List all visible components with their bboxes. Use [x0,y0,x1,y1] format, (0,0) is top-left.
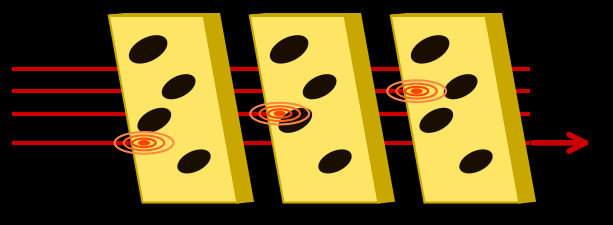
Ellipse shape [444,74,478,99]
Ellipse shape [303,74,337,99]
Ellipse shape [177,149,211,173]
Ellipse shape [278,108,312,133]
Polygon shape [204,14,253,202]
Circle shape [414,90,420,92]
Polygon shape [249,16,378,203]
Polygon shape [485,14,535,202]
Ellipse shape [129,35,167,64]
Polygon shape [345,14,394,202]
Ellipse shape [137,108,171,133]
Polygon shape [390,16,519,203]
Ellipse shape [411,35,449,64]
Ellipse shape [459,149,493,173]
Ellipse shape [162,74,196,99]
Polygon shape [390,14,501,16]
Ellipse shape [419,108,453,133]
Polygon shape [109,14,219,16]
Ellipse shape [270,35,308,64]
Circle shape [141,142,147,144]
Ellipse shape [318,149,352,173]
Circle shape [276,112,283,115]
Polygon shape [249,14,360,16]
Polygon shape [109,16,237,203]
